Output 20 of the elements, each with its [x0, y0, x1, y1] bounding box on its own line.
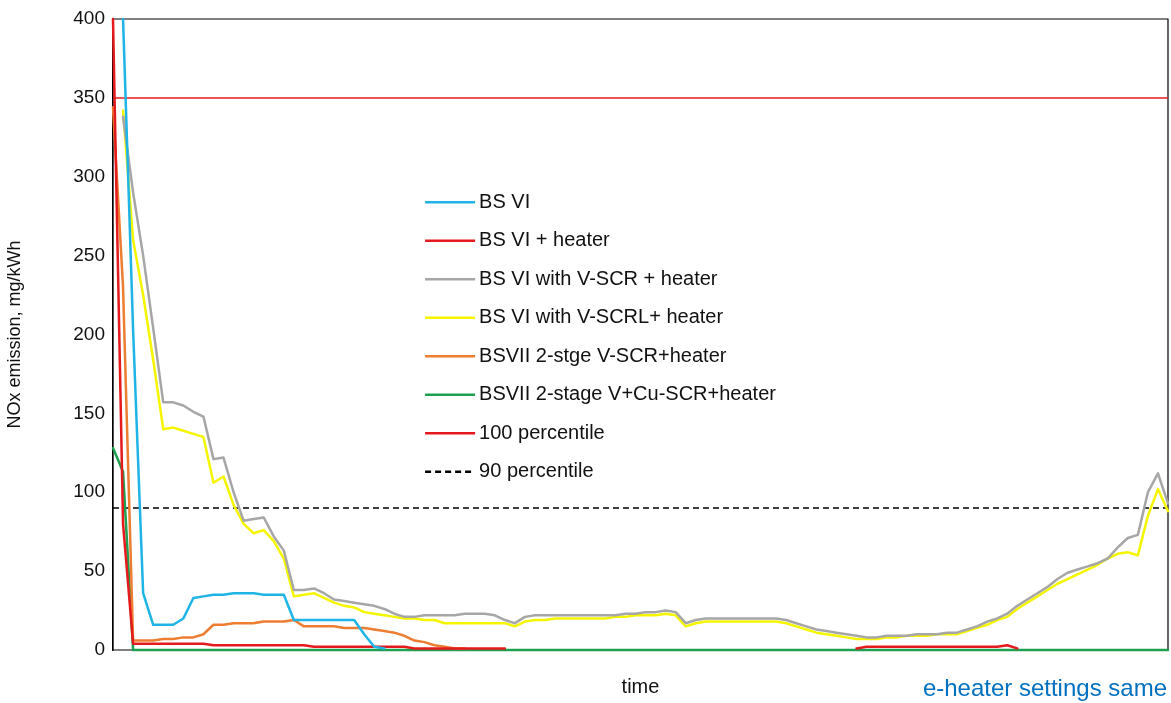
y-tick-label: 400: [73, 7, 105, 29]
y-axis-title: NOx emission, mg/kWh: [3, 240, 24, 429]
y-tick-label: 150: [73, 401, 105, 423]
y-tick-label: 250: [73, 243, 105, 265]
legend-label: BS VI with V-SCRL+ heater: [479, 305, 724, 328]
legend-label: BS VI + heater: [479, 228, 611, 251]
legend-label: BS VI with V-SCR + heater: [479, 266, 718, 289]
y-tick-label: 200: [73, 322, 105, 344]
y-tick-label: 100: [73, 480, 105, 502]
legend-label: BSVII 2-stage V+Cu-SCR+heater: [479, 382, 777, 405]
y-tick-label: 0: [94, 638, 105, 660]
y-tick-label: 350: [73, 86, 105, 108]
x-axis-title: time: [621, 674, 660, 697]
legend-label: BS VI: [479, 189, 531, 212]
legend-label: 90 percentile: [479, 459, 594, 482]
legend-label: 100 percentile: [479, 420, 605, 443]
y-tick-label: 50: [83, 559, 105, 581]
legend-label: BSVII 2-stge V-SCR+heater: [479, 343, 727, 366]
y-tick-label: 300: [73, 164, 105, 186]
text: e-heater settings same: [922, 673, 1167, 701]
